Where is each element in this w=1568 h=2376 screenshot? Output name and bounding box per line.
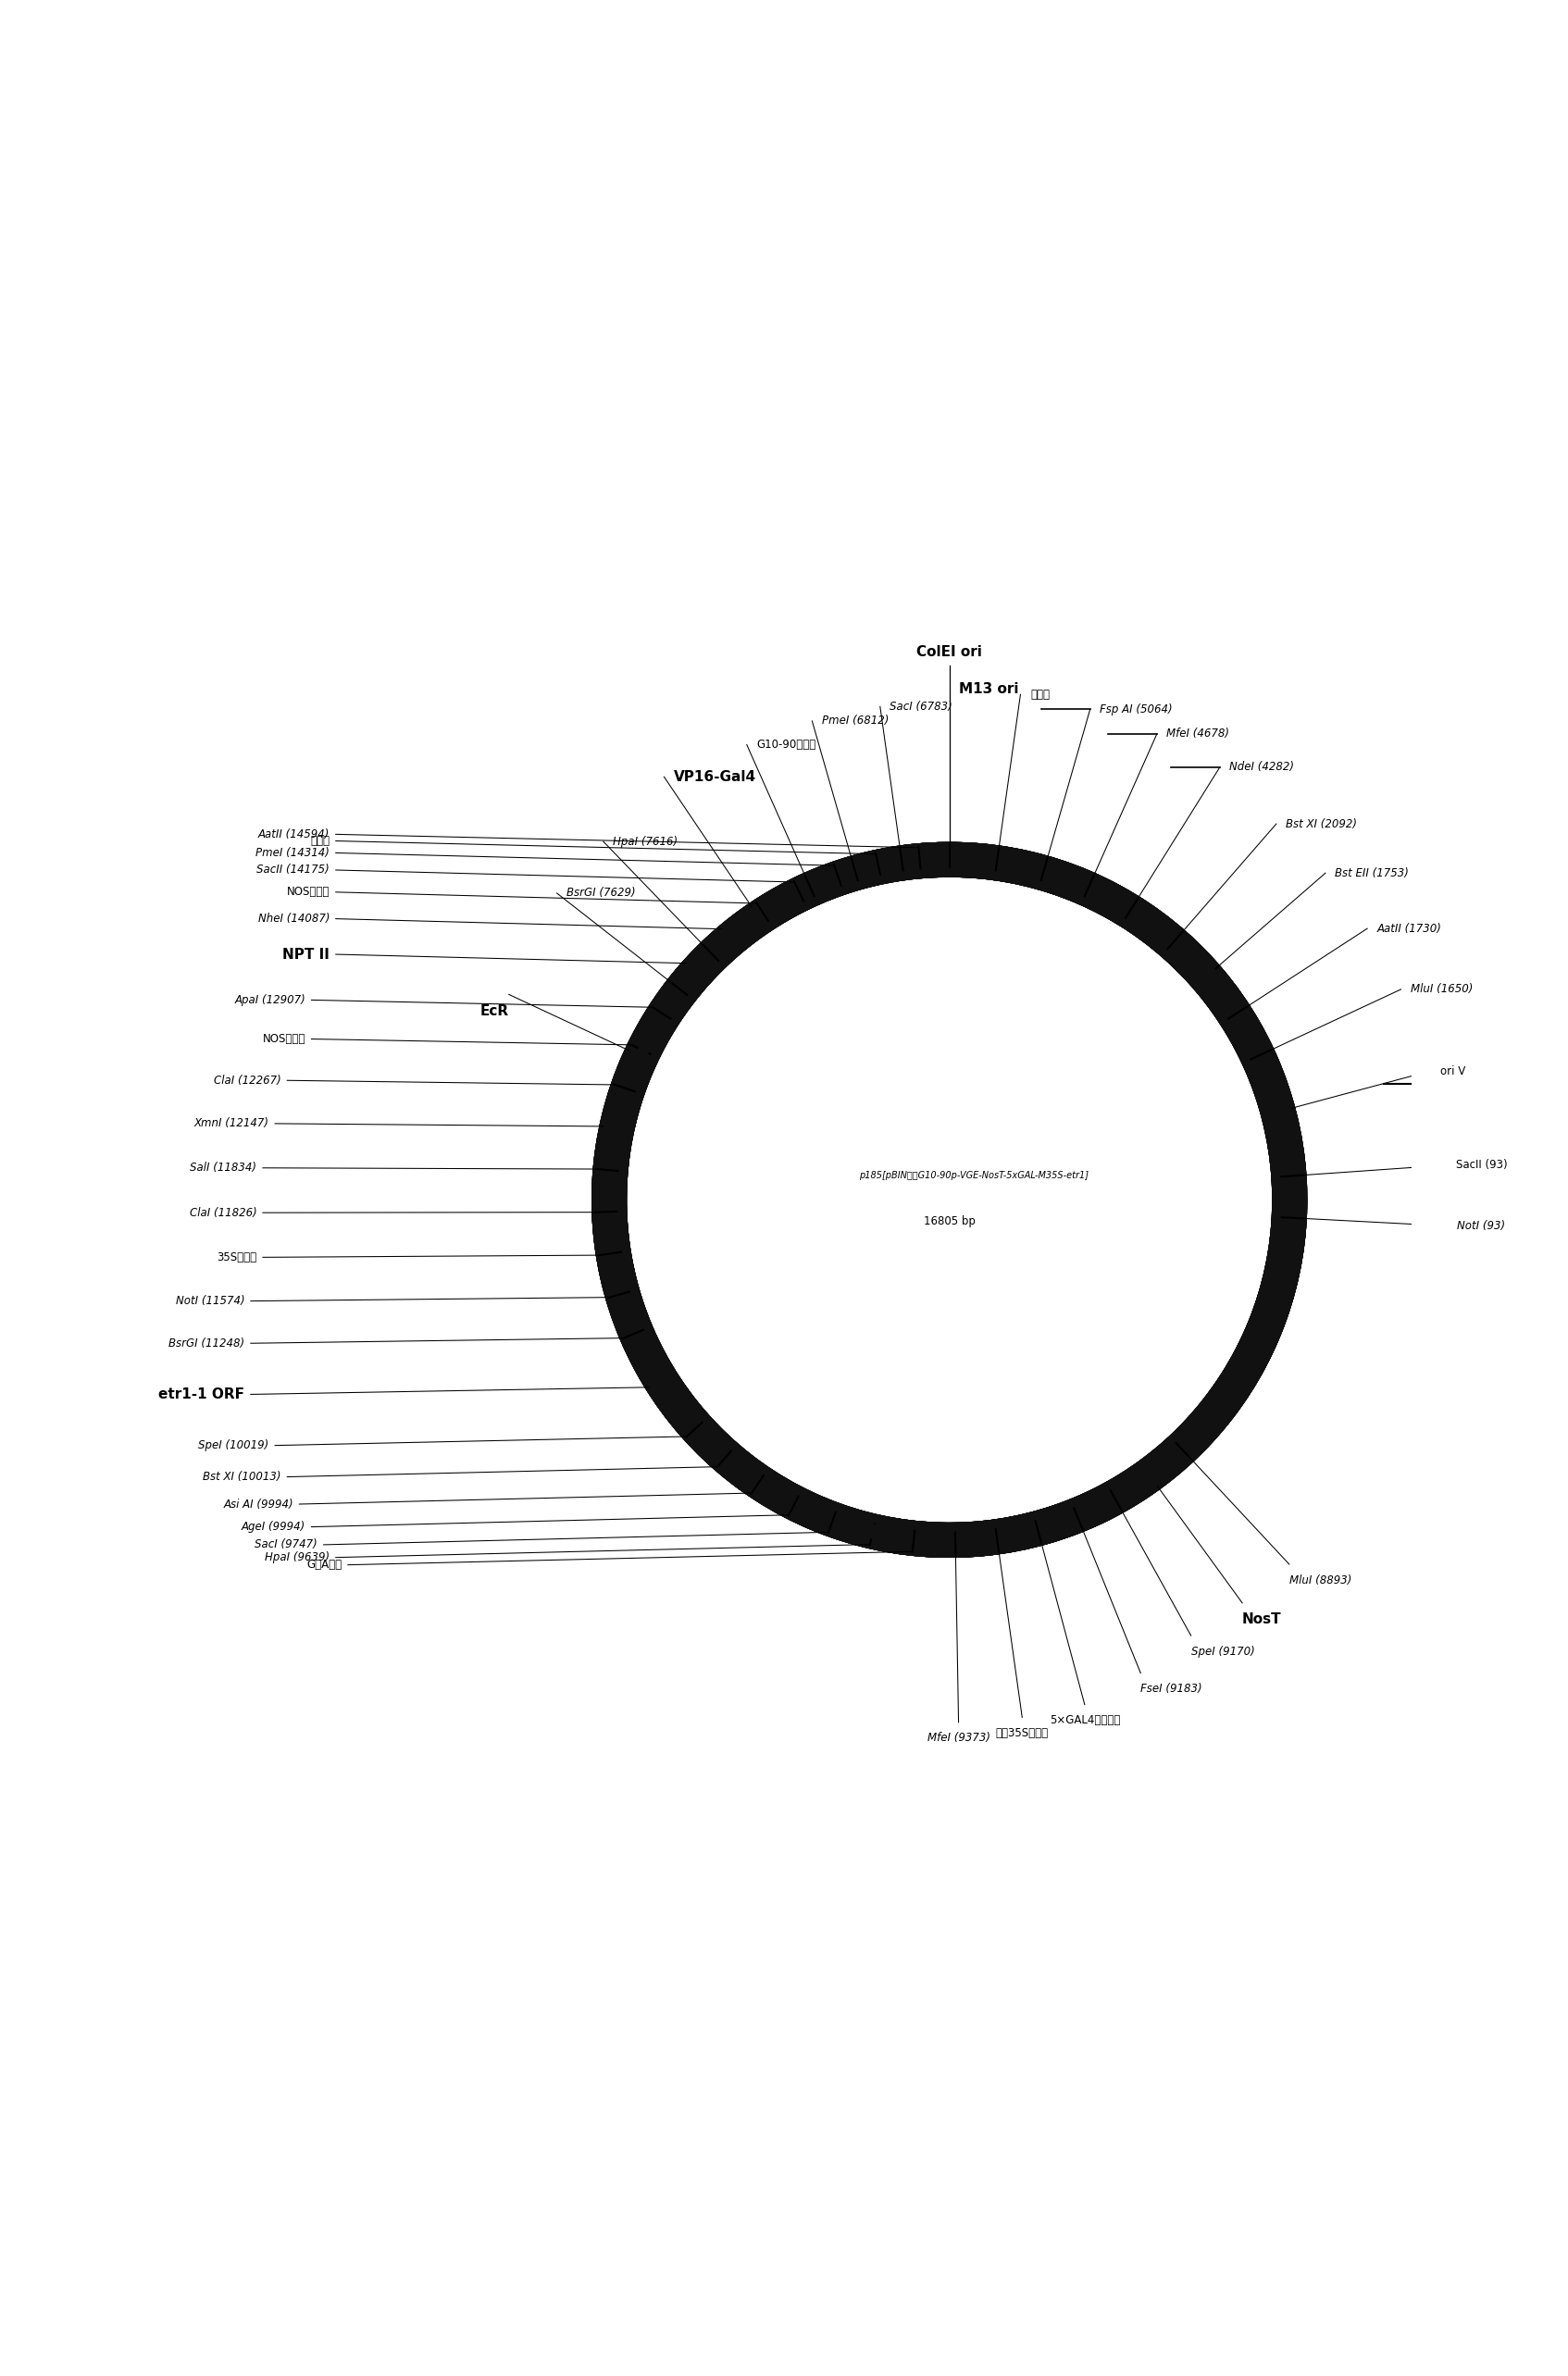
Text: G10-90启动子: G10-90启动子	[756, 739, 815, 751]
Text: PmeI (6812): PmeI (6812)	[822, 715, 889, 727]
Text: Bst XI (2092): Bst XI (2092)	[1286, 817, 1358, 829]
Text: EcR: EcR	[480, 1005, 510, 1017]
Wedge shape	[593, 843, 1306, 1556]
Text: SalI (11834): SalI (11834)	[190, 1162, 257, 1174]
Wedge shape	[593, 843, 1306, 1556]
Text: HpaI (9639): HpaI (9639)	[265, 1552, 329, 1563]
Polygon shape	[1192, 1397, 1228, 1437]
Text: MfeI (9373): MfeI (9373)	[927, 1732, 989, 1744]
Text: M13 ori: M13 ori	[960, 682, 1019, 696]
Polygon shape	[1251, 1067, 1278, 1110]
Text: Asi AI (9994): Asi AI (9994)	[223, 1499, 293, 1511]
Wedge shape	[593, 843, 1306, 1556]
Text: SacII (14175): SacII (14175)	[257, 865, 329, 877]
Text: MluI (8893): MluI (8893)	[1289, 1573, 1352, 1587]
Text: ClaI (12267): ClaI (12267)	[213, 1074, 281, 1086]
Wedge shape	[593, 843, 1306, 1556]
Text: Bst XI (10013): Bst XI (10013)	[202, 1471, 281, 1483]
Text: XmnI (12147): XmnI (12147)	[194, 1117, 270, 1129]
Text: 最小35S启动子: 最小35S启动子	[996, 1727, 1049, 1739]
Text: NotI (11574): NotI (11574)	[176, 1295, 245, 1307]
Text: NdeI (4282): NdeI (4282)	[1229, 760, 1295, 772]
Polygon shape	[718, 912, 759, 948]
Text: FseI (9183): FseI (9183)	[1140, 1682, 1203, 1694]
Text: AgeI (9994): AgeI (9994)	[241, 1521, 306, 1533]
Text: NosT: NosT	[1242, 1613, 1281, 1628]
Wedge shape	[593, 843, 1306, 1556]
Text: VP16-Gal4: VP16-Gal4	[674, 770, 756, 784]
Text: PmeI (14314): PmeI (14314)	[256, 846, 329, 858]
Text: 5×GAL4效应元件: 5×GAL4效应元件	[1049, 1715, 1120, 1727]
Text: G到A突变: G到A突变	[306, 1559, 342, 1571]
Text: 16805 bp: 16805 bp	[924, 1217, 975, 1228]
Text: AatII (1730): AatII (1730)	[1377, 922, 1441, 934]
Text: NheI (14087): NheI (14087)	[259, 912, 329, 924]
Text: SacI (6783): SacI (6783)	[889, 701, 952, 713]
Text: Fsp AI (5064): Fsp AI (5064)	[1099, 703, 1173, 715]
Polygon shape	[1192, 962, 1228, 1003]
Text: ApaI (12907): ApaI (12907)	[234, 993, 306, 1005]
Wedge shape	[593, 843, 1306, 1556]
Polygon shape	[604, 1126, 630, 1167]
Text: 35S终止子: 35S终止子	[216, 1252, 257, 1264]
Text: NotI (93): NotI (93)	[1457, 1219, 1505, 1233]
Text: BsrGI (7629): BsrGI (7629)	[566, 886, 635, 898]
Text: 左边界: 左边界	[1030, 689, 1049, 701]
Text: 右边界: 右边界	[310, 834, 329, 846]
Text: Bst EII (1753): Bst EII (1753)	[1336, 867, 1410, 879]
Text: AatII (14594): AatII (14594)	[259, 829, 329, 841]
Text: MluI (1650): MluI (1650)	[1411, 984, 1472, 996]
Text: ori V: ori V	[1441, 1064, 1466, 1076]
Text: SacII (93): SacII (93)	[1457, 1159, 1508, 1171]
Text: SacI (9747): SacI (9747)	[256, 1540, 317, 1552]
Text: etr1-1 ORF: etr1-1 ORF	[158, 1388, 245, 1402]
Text: p185[pBIN中的G10-90p-VGE-NosT-5xGAL-M35S-etr1]: p185[pBIN中的G10-90p-VGE-NosT-5xGAL-M35S-e…	[859, 1171, 1088, 1181]
Text: SpeI (10019): SpeI (10019)	[198, 1440, 270, 1452]
Text: ClaI (11826): ClaI (11826)	[190, 1207, 257, 1219]
Text: BsrGI (11248): BsrGI (11248)	[169, 1338, 245, 1350]
Text: HpaI (7616): HpaI (7616)	[613, 836, 677, 848]
Wedge shape	[593, 843, 1306, 1556]
Text: MfeI (4678): MfeI (4678)	[1167, 727, 1229, 739]
Text: NPT II: NPT II	[282, 948, 329, 962]
Text: SpeI (9170): SpeI (9170)	[1192, 1644, 1254, 1658]
Polygon shape	[637, 1022, 666, 1064]
Text: NOS启动子: NOS启动子	[287, 886, 329, 898]
Polygon shape	[851, 1514, 894, 1540]
Text: ColEI ori: ColEI ori	[917, 646, 982, 658]
Text: NOS终止子: NOS终止子	[262, 1034, 306, 1045]
